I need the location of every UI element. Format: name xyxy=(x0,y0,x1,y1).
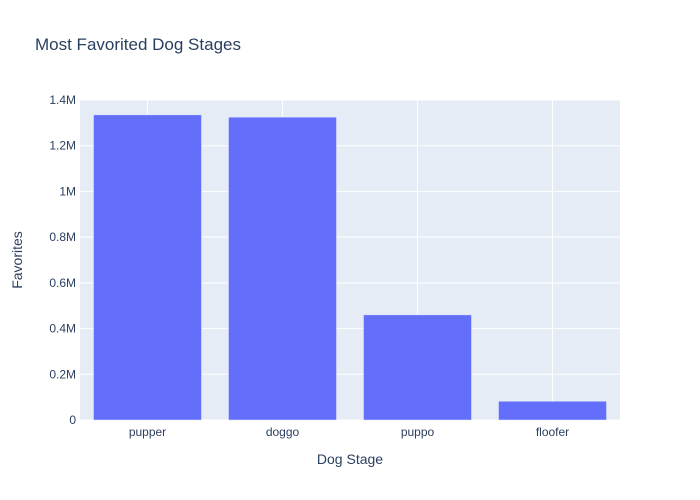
y-tick-label-4: 0.8M xyxy=(49,230,76,244)
y-axis-title: Favorites xyxy=(9,231,25,289)
x-tick-label-floofer: floofer xyxy=(536,425,569,439)
bar-puppo[interactable] xyxy=(363,314,472,421)
bar-pupper[interactable] xyxy=(93,114,202,421)
y-tick-label-0: 0 xyxy=(69,413,76,427)
bar-doggo[interactable] xyxy=(228,116,337,421)
y-tick-label-6: 1.2M xyxy=(49,139,76,153)
y-tick-label-7: 1.4M xyxy=(49,93,76,107)
x-tick-label-doggo: doggo xyxy=(266,425,300,439)
y-tick-label-5: 1M xyxy=(59,184,76,198)
y-tick-label-3: 0.6M xyxy=(49,276,76,290)
bar-floofer[interactable] xyxy=(498,401,607,421)
bars xyxy=(93,114,607,421)
y-tick-label-2: 0.4M xyxy=(49,322,76,336)
x-tick-label-puppo: puppo xyxy=(401,425,435,439)
chart-title: Most Favorited Dog Stages xyxy=(35,35,241,54)
y-axis-ticks: 0 0.2M 0.4M 0.6M 0.8M 1M 1.2M 1.4M xyxy=(49,93,76,427)
x-tick-label-pupper: pupper xyxy=(129,425,166,439)
x-axis-ticks: pupper doggo puppo floofer xyxy=(129,425,569,439)
y-tick-label-1: 0.2M xyxy=(49,367,76,381)
x-axis-title: Dog Stage xyxy=(317,451,383,467)
